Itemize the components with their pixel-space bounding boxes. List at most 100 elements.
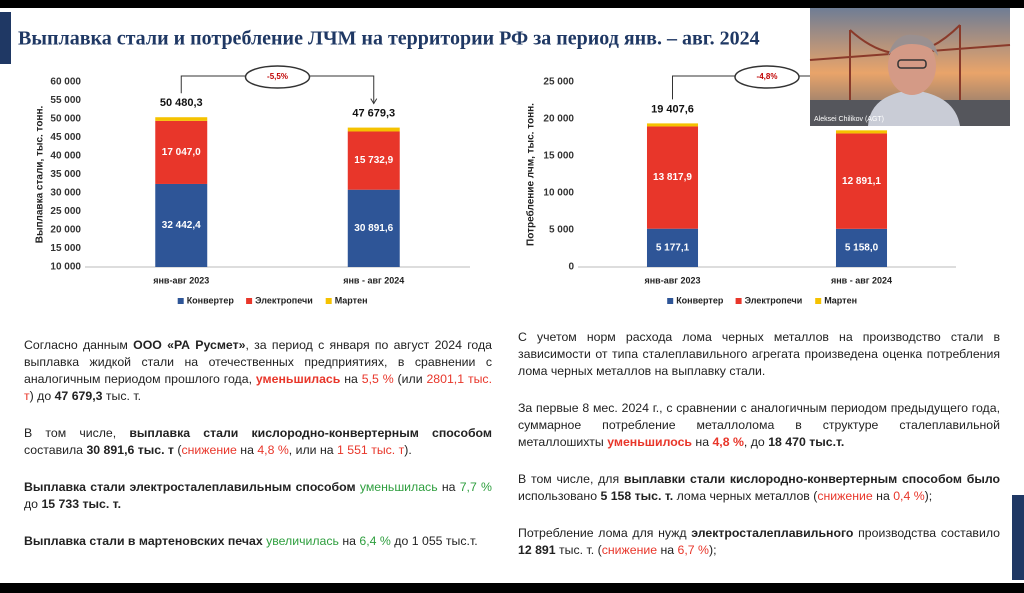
text-run: 2801,1 тыс. т [24, 372, 492, 403]
text-run: тыс. т. ( [555, 543, 602, 557]
y-tick-label: 20 000 [543, 114, 574, 125]
text-run: , до [743, 435, 769, 449]
value-label: 5 177,1 [656, 242, 690, 253]
paragraph: Потребление лома для нужд электросталепл… [518, 525, 1000, 559]
text-run: 5,5 % [361, 372, 394, 386]
text-run: электросталеплавильного [691, 526, 854, 540]
legend-swatch [177, 298, 184, 304]
text-run: Выплавка стали электросталеплавильным сп… [24, 480, 356, 494]
text-run: 6,7 % [677, 543, 709, 557]
paragraph: В том числе, для выплавки стали кислород… [518, 471, 1000, 505]
corner-accent [1012, 495, 1024, 580]
text-run: 4,8 % [257, 443, 289, 457]
legend-swatch [815, 298, 822, 304]
text-run: лома черных металлов ( [673, 489, 818, 503]
bar-segment [347, 131, 400, 190]
text-run: С учетом норм расхода лома черных металл… [518, 330, 1000, 378]
text-run: увеличилась [266, 534, 339, 548]
text-run: 47 679,3 [54, 389, 103, 403]
text-run: За первые 8 мес. 2024 г., с сравнении с … [518, 401, 1000, 449]
y-axis-title: Выплавка стали, тыс. тонн. [35, 105, 46, 243]
left-text: Согласно данным ООО «РА Русмет», за пери… [24, 337, 492, 570]
text-run: на [692, 435, 713, 449]
bar-segment [646, 123, 699, 127]
x-tick-label: янв - авг 2024 [343, 275, 404, 285]
change-arrow [370, 98, 378, 105]
text-run: снижение [817, 489, 873, 503]
legend-label: Конвертер [676, 295, 724, 305]
bar-segment [155, 183, 208, 267]
text-run: В том числе, [24, 426, 130, 440]
text-run: 15 733 тыс. т. [41, 497, 122, 511]
value-label: 13 817,9 [653, 172, 692, 183]
x-tick-label: янв-авг 2023 [153, 275, 209, 285]
text-run: уменьшилось [607, 435, 692, 449]
text-run: ); [709, 543, 717, 557]
y-tick-label: 50 000 [50, 114, 81, 125]
text-run: Выплавка стали в мартеновских печах [24, 534, 263, 548]
total-label: 47 679,3 [352, 107, 395, 119]
y-tick-label: 35 000 [50, 169, 81, 180]
y-tick-label: 60 000 [50, 77, 81, 88]
text-run: до 1 055 тыс.т. [390, 534, 478, 548]
legend-swatch [735, 298, 742, 304]
change-oval [734, 65, 800, 89]
text-run: 12 891 [518, 543, 556, 557]
text-run: 4,8 % [712, 435, 744, 449]
text-run: на [236, 443, 258, 457]
text-run: до [24, 497, 42, 511]
text-run: ); [924, 489, 933, 503]
text-run: на [657, 543, 678, 557]
paragraph: Согласно данным ООО «РА Русмет», за пери… [24, 337, 492, 405]
y-tick-label: 10 000 [543, 188, 574, 199]
text-run: , или на [288, 443, 337, 457]
y-tick-label: 0 [568, 262, 574, 273]
paragraph: С учетом норм расхода лома черных металл… [518, 329, 1000, 380]
text-run: 18 470 тыс.т. [768, 435, 845, 449]
value-label: 17 047,0 [162, 147, 201, 158]
y-tick-label: 15 000 [50, 243, 81, 254]
change-oval [244, 65, 311, 89]
legend-swatch [325, 298, 332, 304]
bar-segment [347, 127, 400, 132]
y-tick-label: 45 000 [50, 132, 81, 143]
bar-segment [155, 117, 208, 121]
y-tick-label: 25 000 [543, 77, 574, 88]
legend-label: Мартен [335, 295, 368, 305]
legend-swatch [246, 298, 253, 304]
title-accent [0, 12, 11, 64]
text-run: выплавка стали кислородно-конвертерным с… [129, 426, 492, 440]
paragraph: За первые 8 мес. 2024 г., с сравнении с … [518, 400, 1000, 451]
value-label: 30 891,6 [354, 223, 393, 234]
text-run: (или [393, 372, 427, 386]
paragraph: Выплавка стали в мартеновских печах увел… [24, 533, 492, 550]
bar-segment [155, 120, 208, 184]
text-run: 7,7 % [459, 480, 492, 494]
participant-name: Aleksei Chilikov (AGT) [814, 116, 884, 123]
text-run: 30 891,6 тыс. т [86, 443, 174, 457]
text-run: ( [173, 443, 182, 457]
text-run: 0,4 % [893, 489, 925, 503]
legend-label: Мартен [824, 295, 857, 305]
change-label: -4,8% [757, 72, 778, 81]
slide-title: Выплавка стали и потребление ЛЧМ на терр… [18, 28, 760, 50]
y-tick-label: 15 000 [543, 151, 574, 162]
legend-swatch [667, 298, 674, 304]
value-label: 12 891,1 [842, 176, 881, 187]
right-text: С учетом норм расхода лома черных металл… [518, 329, 1000, 579]
y-tick-label: 10 000 [50, 262, 81, 273]
paragraph: В том числе, выплавка стали кислородно-к… [24, 425, 492, 459]
y-tick-label: 40 000 [50, 151, 81, 162]
paragraph: Выплавка стали электросталеплавильным сп… [24, 479, 492, 513]
total-label: 19 407,6 [651, 103, 694, 115]
text-run: составила [24, 443, 87, 457]
text-run: ООО «РА Русмет» [133, 338, 246, 352]
text-run: на [437, 480, 460, 494]
y-tick-label: 30 000 [50, 188, 81, 199]
x-tick-label: янв-авг 2023 [644, 275, 700, 285]
text-run: 6,4 % [359, 534, 391, 548]
text-run: уменьшилась [359, 480, 438, 494]
text-run: использовано [518, 489, 601, 503]
